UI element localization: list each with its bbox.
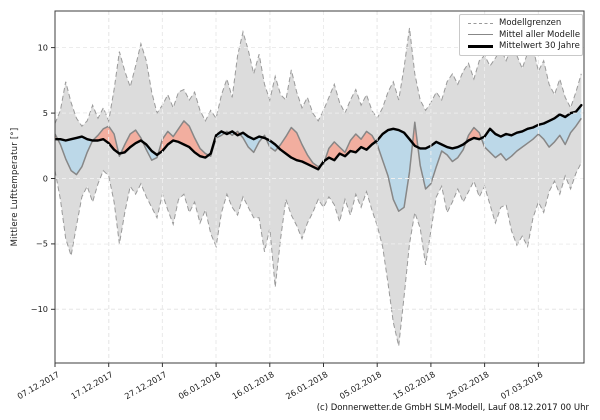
model-range-band [55, 28, 582, 346]
climate-mean-line [55, 104, 583, 171]
y-tick-label: −10 [31, 304, 48, 314]
warm-anomaly-fill [324, 131, 376, 161]
cold-anomaly-fill [266, 138, 279, 151]
legend-item-model-bounds: Modellgrenzen [468, 19, 576, 28]
legend-label: Mittel aller Modelle [499, 29, 581, 40]
upper-bound-line [55, 27, 582, 127]
legend-item-climate-mean: Mittelwert 30 Jahre [468, 42, 580, 51]
warm-anomaly-fill [158, 120, 209, 158]
y-tick-label: 10 [38, 42, 48, 52]
cold-anomaly-fill [417, 141, 466, 189]
plot-area [55, 27, 583, 347]
legend-label: Mittelwert 30 Jahre [499, 41, 580, 52]
legend-gray-line-sample [468, 34, 493, 36]
cold-anomaly-fill [239, 132, 263, 153]
warm-anomaly-fill [120, 130, 143, 154]
y-tick-label: 5 [43, 108, 48, 118]
y-tick-label: 0 [43, 173, 48, 183]
legend-label: Modellgrenzen [499, 18, 562, 29]
y-tick-label: −5 [36, 239, 48, 249]
legend-dashed-line-sample [468, 23, 493, 25]
legend-item-model-mean: Mittel aller Modelle [468, 31, 580, 40]
cold-anomaly-fill [375, 128, 413, 212]
cold-anomaly-fill [57, 136, 93, 175]
y-axis-title: Mittlere Lufttemperatur [°] [10, 127, 20, 247]
legend-black-line-sample [468, 44, 493, 48]
cold-anomaly-fill [481, 105, 582, 161]
legend: Modellgrenzen Mittel aller Modelle Mitte… [459, 14, 583, 56]
lower-bound-line [55, 162, 582, 347]
warm-anomaly-fill [278, 127, 321, 170]
plot-border [54, 10, 585, 364]
grid-over [55, 11, 584, 363]
copyright-caption: (c) Donnerwetter.de GmbH SLM-Modell, Lau… [316, 403, 589, 413]
